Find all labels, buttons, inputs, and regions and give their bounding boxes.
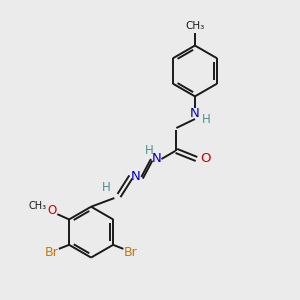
Text: H: H — [102, 181, 111, 194]
Text: CH₃: CH₃ — [185, 21, 205, 31]
Text: N: N — [131, 170, 141, 184]
Text: O: O — [47, 204, 56, 217]
Text: CH₃: CH₃ — [28, 201, 46, 211]
Text: N: N — [151, 152, 161, 166]
Text: H: H — [202, 113, 211, 126]
Text: Br: Br — [45, 246, 58, 259]
Text: Br: Br — [124, 246, 138, 259]
Text: H: H — [145, 144, 154, 157]
Text: O: O — [200, 152, 210, 166]
Text: N: N — [189, 107, 199, 120]
